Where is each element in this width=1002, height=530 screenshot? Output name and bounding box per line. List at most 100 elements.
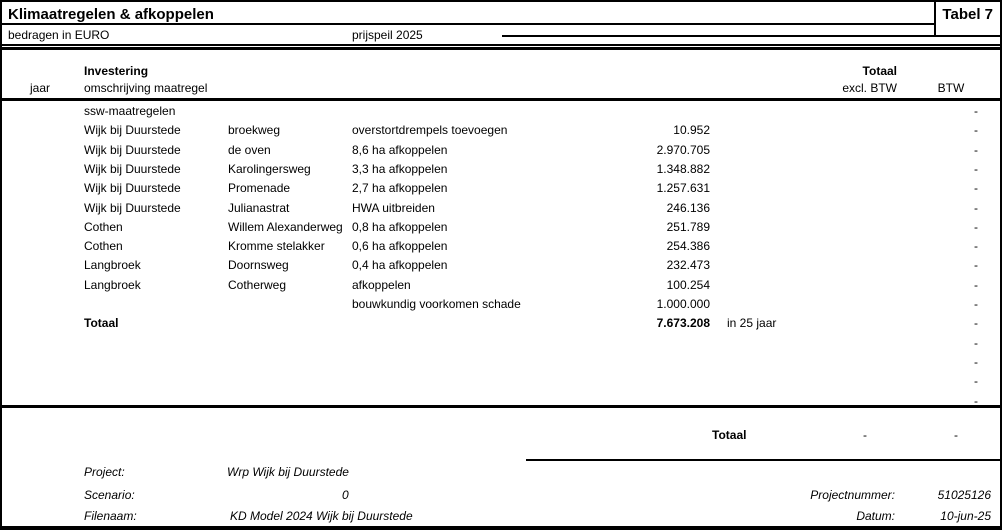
header-jaar: jaar bbox=[30, 81, 51, 95]
body-bottom-rule bbox=[2, 405, 1000, 408]
cell-amount: 1.348.882 bbox=[656, 161, 710, 176]
table-row: - bbox=[2, 355, 1000, 374]
cell-btw-value: - bbox=[974, 335, 978, 350]
summary-excl-btw-value: - bbox=[863, 428, 867, 442]
table-row: ssw-maatregelen - bbox=[2, 104, 1000, 123]
cell-amount: 100.254 bbox=[666, 277, 710, 292]
cell-description: 0,8 ha afkoppelen bbox=[352, 219, 448, 234]
cell-amount: 232.473 bbox=[666, 258, 710, 273]
footer-scenario-value: 0 bbox=[342, 488, 349, 502]
table-row: bouwkundig voorkomen schade 1.000.000 - bbox=[2, 297, 1000, 316]
summary-total-label: Totaal bbox=[712, 428, 747, 442]
cell-amount: 7.673.208 bbox=[656, 316, 710, 331]
table-row: Langbroek Cotherweg afkoppelen 100.254 - bbox=[2, 278, 1000, 297]
cell-btw-value: - bbox=[974, 181, 978, 196]
cell-amount: 246.136 bbox=[666, 200, 710, 215]
subtitle-pricelevel: prijspeil 2025 bbox=[352, 28, 423, 42]
table-row: Wijk bij Duurstede de oven 8,6 ha afkoppel… bbox=[2, 143, 1000, 162]
header-excl-btw: excl. BTW bbox=[842, 81, 897, 95]
cell-btw-value: - bbox=[974, 316, 978, 331]
table-label: Tabel 7 bbox=[942, 6, 993, 23]
cell-street: broekweg bbox=[228, 123, 281, 138]
cell-place: Langbroek bbox=[84, 277, 141, 292]
cell-street: Julianastrat bbox=[228, 200, 290, 215]
table-row: - bbox=[2, 336, 1000, 355]
subtitle-amounts: bedragen in EURO bbox=[8, 28, 110, 42]
cell-street: de oven bbox=[228, 142, 271, 157]
cell-amount: 10.952 bbox=[673, 123, 710, 138]
footer-projectnumber-label: Projectnummer: bbox=[810, 488, 895, 502]
footer-scenario-label: Scenario: bbox=[84, 488, 135, 502]
cell-description: HWA uitbreiden bbox=[352, 200, 435, 215]
cell-btw-value: - bbox=[974, 219, 978, 234]
table-row: - bbox=[2, 374, 1000, 393]
cell-description: afkoppelen bbox=[352, 277, 411, 292]
cell-btw-value: - bbox=[974, 123, 978, 138]
cell-place: Cothen bbox=[84, 239, 123, 254]
cell-amount: 254.386 bbox=[666, 239, 710, 254]
cell-place: Wijk bij Duurstede bbox=[84, 200, 181, 215]
cell-street: Doornsweg bbox=[228, 258, 289, 273]
cell-btw-value: - bbox=[974, 393, 978, 408]
cell-place: Cothen bbox=[84, 219, 123, 234]
cell-place: Wijk bij Duurstede bbox=[84, 123, 181, 138]
page-title: Klimaatregelen & afkoppelen bbox=[8, 6, 214, 23]
table-row: Cothen Kromme stelakker 0,6 ha afkoppelen 2… bbox=[2, 239, 1000, 258]
cell-btw-value: - bbox=[974, 142, 978, 157]
header-totaal: Totaal bbox=[862, 64, 897, 78]
cell-btw-value: - bbox=[974, 374, 978, 389]
cell-amount: 251.789 bbox=[666, 219, 710, 234]
cell-place: Wijk bij Duurstede bbox=[84, 161, 181, 176]
cell-btw-value: - bbox=[974, 239, 978, 254]
table-row: Wijk bij Duurstede broekweg overstortdremp… bbox=[2, 123, 1000, 142]
cell-btw-value: - bbox=[974, 200, 978, 215]
cell-description: 3,3 ha afkoppelen bbox=[352, 161, 448, 176]
cell-amount: 1.000.000 bbox=[656, 297, 710, 311]
cell-description: 2,7 ha afkoppelen bbox=[352, 181, 448, 196]
title-divider bbox=[2, 23, 934, 25]
summary-btw-value: - bbox=[954, 428, 958, 442]
cell-description: overstortdrempels toevoegen bbox=[352, 123, 508, 138]
cell-amount: 2.970.705 bbox=[656, 142, 710, 157]
table-row: Wijk bij Duurstede Julianastrat HWA uitbre… bbox=[2, 201, 1000, 220]
cell-place: Langbroek bbox=[84, 258, 141, 273]
cell-place: Wijk bij Duurstede bbox=[84, 181, 181, 196]
cell-btw-value: - bbox=[974, 161, 978, 176]
footer-projectnumber-value: 51025126 bbox=[937, 488, 991, 502]
footer-filename-value: KD Model 2024 Wijk bij Duurstede bbox=[230, 509, 413, 523]
cell-place: Totaal bbox=[84, 316, 119, 331]
head-double-rule-bottom bbox=[2, 47, 1000, 50]
table-label-divider bbox=[934, 2, 936, 37]
footer-filename-label: Filenaam: bbox=[84, 509, 137, 523]
table-row: - bbox=[2, 394, 1000, 413]
header-investering: Investering bbox=[84, 64, 149, 78]
cell-btw-value: - bbox=[974, 297, 978, 311]
table-row: Langbroek Doornsweg 0,4 ha afkoppelen 232.4… bbox=[2, 258, 1000, 277]
cell-description: 0,6 ha afkoppelen bbox=[352, 239, 448, 254]
footer-project-label: Project: bbox=[84, 465, 125, 479]
summary-underline bbox=[526, 459, 1000, 461]
cell-btw-value: - bbox=[974, 104, 978, 118]
header-underline bbox=[2, 98, 1000, 101]
table-row: Cothen Willem Alexanderweg 0,8 ha afkoppel… bbox=[2, 220, 1000, 239]
cell-btw-value: - bbox=[974, 277, 978, 292]
cell-street: Promenade bbox=[228, 181, 291, 196]
footer-date-label: Datum: bbox=[856, 509, 895, 523]
cell-place: ssw-maatregelen bbox=[84, 104, 176, 118]
cell-btw-value: - bbox=[974, 354, 978, 369]
cell-street: Kromme stelakker bbox=[228, 239, 325, 254]
cell-description: 0,4 ha afkoppelen bbox=[352, 258, 448, 273]
footer-project-value: Wrp Wijk bij Duurstede bbox=[227, 465, 349, 479]
table-label-underline bbox=[502, 35, 1000, 37]
footer-date-value: 10-jun-25 bbox=[940, 509, 991, 523]
table-row: Wijk bij Duurstede Promenade 2,7 ha afkopp… bbox=[2, 181, 1000, 200]
cell-street: Willem Alexanderweg bbox=[228, 219, 343, 234]
head-double-rule-top bbox=[2, 44, 1000, 46]
cell-description: bouwkundig voorkomen schade bbox=[352, 297, 521, 311]
cell-description: 8,6 ha afkoppelen bbox=[352, 142, 448, 157]
header-btw: BTW bbox=[937, 81, 965, 95]
cell-place: Wijk bij Duurstede bbox=[84, 142, 181, 157]
cell-street: Karolingersweg bbox=[228, 161, 311, 176]
header-omschrijving: omschrijving maatregel bbox=[84, 81, 208, 95]
